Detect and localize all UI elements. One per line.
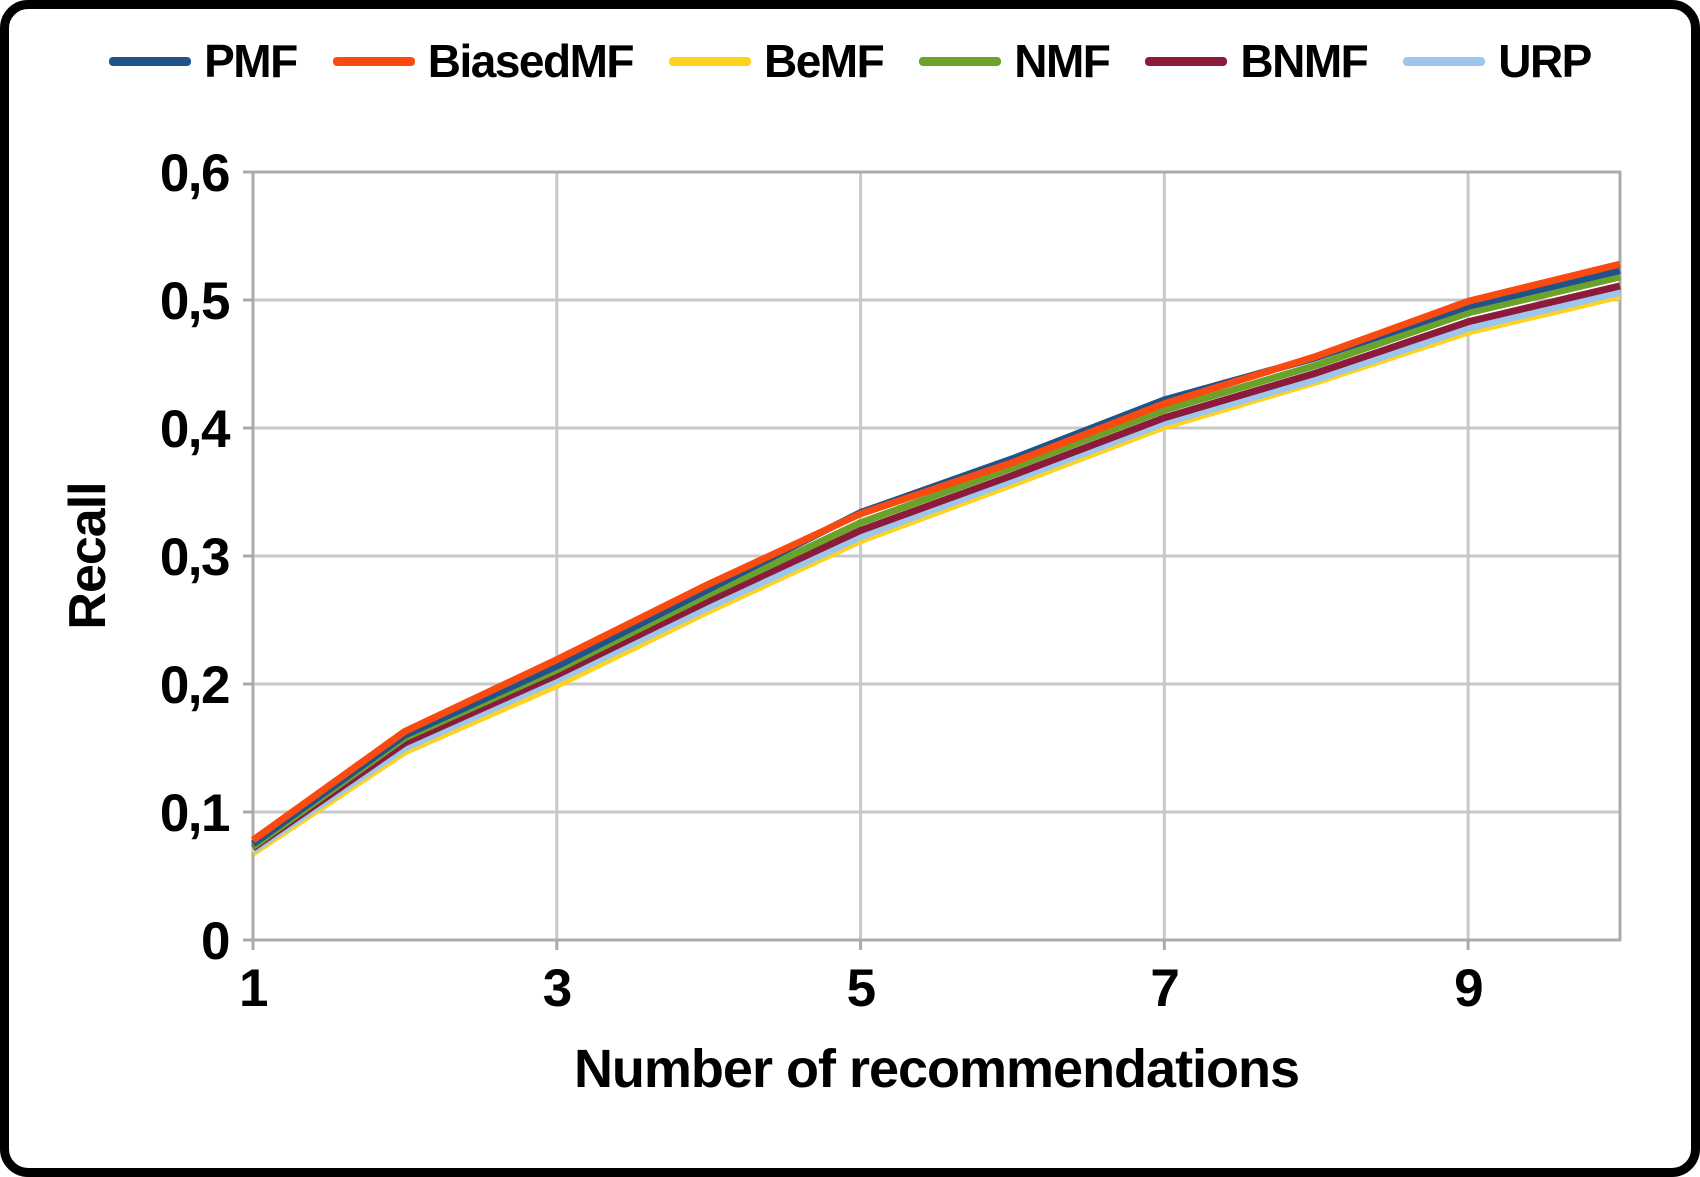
y-tick-label: 0,6 xyxy=(160,144,229,203)
y-axis-title: Recall xyxy=(59,482,117,630)
legend-swatch-bnmf xyxy=(1145,56,1228,66)
legend-label-pmf: PMF xyxy=(204,35,298,87)
legend-label-urp: URP xyxy=(1498,35,1592,87)
legend-swatch-nmf xyxy=(919,56,1002,66)
y-tick-label: 0,3 xyxy=(160,528,229,587)
legend-label-bemf: BeMF xyxy=(764,35,885,87)
legend-swatch-urp xyxy=(1403,56,1486,66)
y-tick-label: 0,5 xyxy=(160,272,229,331)
legend-item-bemf: BeMF xyxy=(669,35,885,87)
legend-item-nmf: NMF xyxy=(919,35,1111,87)
legend-swatch-bemf xyxy=(669,56,751,66)
legend-item-urp: URP xyxy=(1403,35,1592,87)
legend-label-biasedmf: BiasedMF xyxy=(427,35,635,87)
legend-item-bnmf: BNMF xyxy=(1145,35,1369,87)
y-tick-label: 0,4 xyxy=(160,400,231,459)
legend-swatch-biasedmf xyxy=(332,56,415,66)
y-tick-label: 0,2 xyxy=(160,656,229,715)
series-line-urp xyxy=(251,288,1621,854)
series-line-bemf xyxy=(251,292,1621,856)
legend-item-biasedmf: BiasedMF xyxy=(332,35,635,87)
x-tick-label: 5 xyxy=(847,959,875,1018)
x-tick-label: 9 xyxy=(1454,959,1482,1018)
chart-legend: PMF BiasedMF BeMF NMF BNMF URP xyxy=(0,38,1700,84)
data-series xyxy=(250,260,1621,856)
series-line-biasedmf xyxy=(250,260,1621,844)
legend-label-bnmf: BNMF xyxy=(1240,35,1368,87)
legend-item-pmf: PMF xyxy=(109,35,298,87)
legend-label-nmf: NMF xyxy=(1014,35,1111,87)
x-axis-title: Number of recommendations xyxy=(573,1039,1300,1099)
x-tick-label: 7 xyxy=(1150,959,1178,1018)
y-tick-label: 0 xyxy=(201,912,229,971)
x-tick-label: 3 xyxy=(543,959,571,1018)
series-line-bnmf xyxy=(251,282,1621,851)
x-tick-label: 1 xyxy=(239,959,267,1018)
series-line-nmf xyxy=(250,273,1621,850)
gridlines xyxy=(253,172,1620,940)
legend-swatch-pmf xyxy=(109,56,192,66)
y-tick-label: 0,1 xyxy=(160,784,229,843)
axis-ticks xyxy=(243,170,1470,950)
tick-labels: 0 0,1 0,2 0,3 0,4 0,5 0,6 1 3 5 7 9 xyxy=(160,144,1484,1018)
